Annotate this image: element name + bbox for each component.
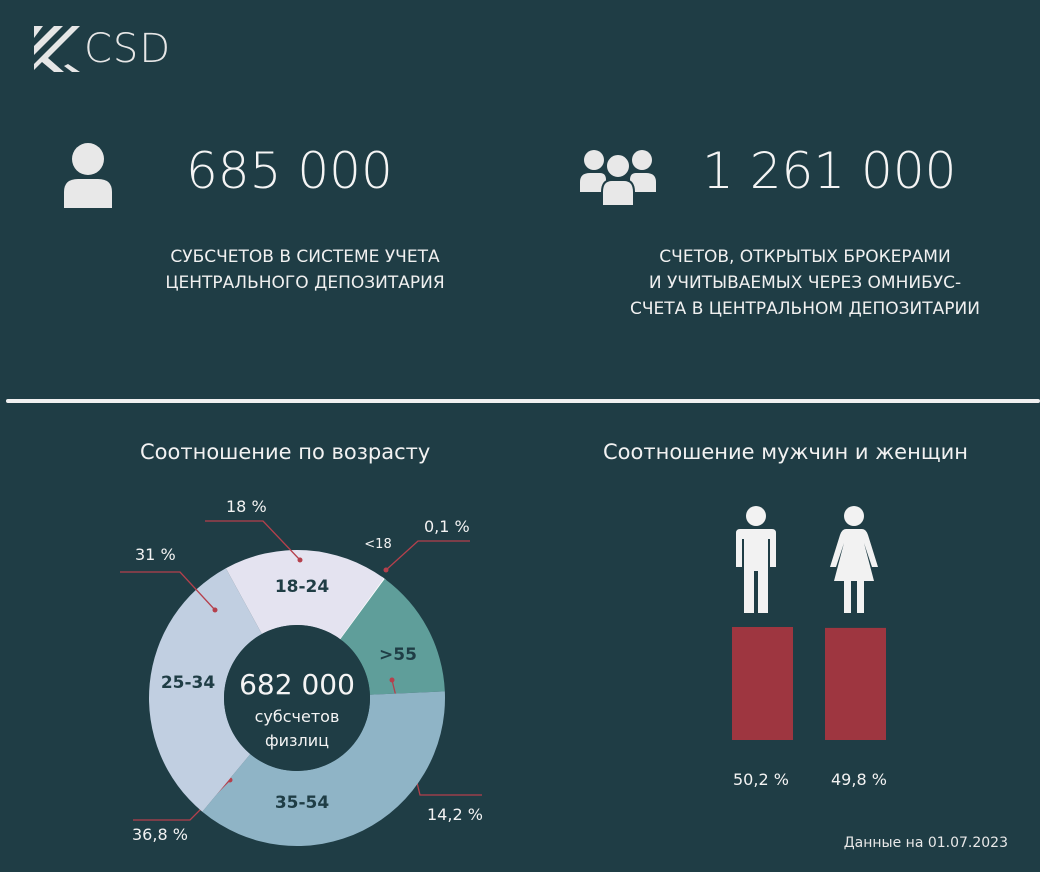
female-value-label: 49,8 % [831,770,887,789]
leader-dot [383,567,389,573]
leader-line [205,520,301,561]
label-line: СЧЕТА В ЦЕНТРАЛЬНОМ ДЕПОЗИТАРИИ [630,299,980,319]
slice-label: 25-34 [161,673,216,693]
label-line: ЦЕНТРАЛЬНОГО ДЕПОЗИТАРИЯ [165,273,445,293]
logo-mark-icon [34,26,80,72]
label-line: И УЧИТЫВАЕМЫХ ЧЕРЕЗ ОМНИБУС- [648,273,962,293]
gender-bar-chart [732,627,886,740]
data-date: Данные на 01.07.2023 [843,835,1008,851]
slice-18-24 [225,550,384,639]
subaccounts-label: СУБСЧЕТОВ В СИСТЕМЕ УЧЕТА ЦЕНТРАЛЬНОГО Д… [120,244,490,296]
center-label-line1: субсчетов [255,707,340,726]
leader-dot [212,607,218,613]
leader-dot [297,557,303,563]
subaccounts-value: 685 000 [186,142,393,200]
leader-line [120,571,216,611]
slice-label: >55 [379,645,417,665]
age-donut-chart: <18 0,1 % >55 14,2 % 35-54 36,8 % 25-34 31 % 18-… [120,497,483,846]
slice-value-label: 31 % [135,545,176,564]
label-line: СУБСЧЕТОВ В СИСТЕМЕ УЧЕТА [170,247,440,267]
slice->55 [340,578,445,695]
slice-value-label: 0,1 % [424,517,470,536]
bar-Женщины [825,627,886,740]
slice-label: <18 [364,537,391,552]
female-icon [830,506,878,613]
slice-label: 35-54 [275,793,330,813]
omnibus-accounts-value: 1 261 000 [702,142,957,200]
age-chart-title: Соотношение по возрасту [140,440,431,464]
bar-Мужчины [732,627,793,740]
group-icon [580,150,656,206]
leader-dot [389,677,395,683]
male-value-label: 50,2 % [733,770,789,789]
slice-value-label: 18 % [226,497,267,516]
gender-chart-title: Соотношение мужчин и женщин [603,440,968,464]
slice-value-label: 36,8 % [132,825,188,844]
center-label-line2: физлиц [265,731,329,750]
label-line: СЧЕТОВ, ОТКРЫТЫХ БРОКЕРАМИ [659,247,951,267]
omnibus-accounts-label: СЧЕТОВ, ОТКРЫТЫХ БРОКЕРАМИ И УЧИТЫВАЕМЫХ… [590,244,1020,322]
donut-hole [224,625,370,771]
logo-text: CSD [84,26,172,72]
slice-label: 18-24 [275,577,330,597]
divider [6,399,1040,403]
male-icon [736,506,776,613]
slice-value-label: 14,2 % [427,805,483,824]
leader-line [385,540,470,571]
slice-35-54 [202,691,445,846]
center-value: 682 000 [239,668,355,701]
person-icon [64,143,112,208]
slice-25-34 [149,568,262,812]
